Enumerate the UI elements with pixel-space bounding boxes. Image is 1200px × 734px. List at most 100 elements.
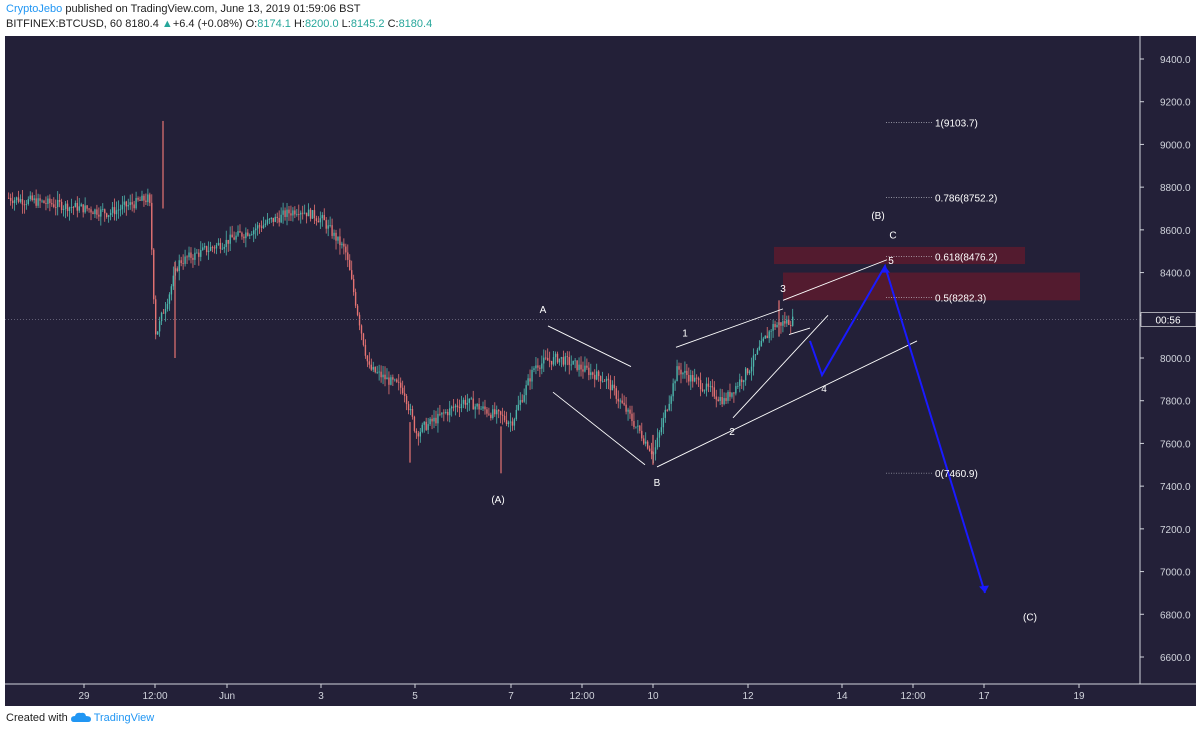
wave-label: 5 xyxy=(888,256,894,267)
candle-body xyxy=(378,371,380,373)
candle-body xyxy=(454,405,457,408)
candle-body xyxy=(35,198,37,206)
candle-body xyxy=(64,203,67,209)
candle-body xyxy=(335,232,337,241)
fib-level-label: 0(7460.9) xyxy=(935,469,978,480)
candle-body xyxy=(498,410,500,412)
candle-body xyxy=(396,379,398,382)
wave-label: 2 xyxy=(729,427,735,438)
candle-body xyxy=(98,214,100,217)
candle-body xyxy=(558,358,561,363)
candle-body xyxy=(792,316,794,326)
candle-body xyxy=(125,201,127,207)
candle-body xyxy=(70,207,73,208)
candle-body xyxy=(462,399,465,404)
candle-body xyxy=(743,380,745,383)
candle-body xyxy=(578,364,580,370)
candle-body xyxy=(654,447,657,454)
candle-body xyxy=(139,199,141,201)
candle-body xyxy=(470,398,472,400)
candle-body xyxy=(233,237,235,240)
author-link[interactable]: CryptoJebo xyxy=(6,3,63,15)
plot-area[interactable] xyxy=(5,36,1140,684)
x-tick-label: 10 xyxy=(647,691,659,702)
candle-body xyxy=(617,398,619,402)
candle-body xyxy=(762,338,764,341)
candle-body xyxy=(53,204,55,207)
candle-body xyxy=(96,209,98,215)
candle-body xyxy=(729,391,731,397)
candle-body xyxy=(155,299,157,335)
x-tick-label: 12 xyxy=(742,691,754,702)
candle-body xyxy=(599,376,602,382)
candle-body xyxy=(427,424,429,430)
candle-body xyxy=(590,372,592,376)
candle-body xyxy=(619,400,621,402)
candle-body xyxy=(394,379,396,381)
y-tick-label: 7800.0 xyxy=(1160,397,1191,408)
symbol-label[interactable]: BITFINEX:BTCUSD, 60 xyxy=(6,18,123,30)
low-label: L: xyxy=(341,18,351,30)
time-axis[interactable] xyxy=(5,684,1196,706)
candle-body xyxy=(253,230,255,235)
candle-body xyxy=(615,388,617,399)
candle-body xyxy=(211,247,214,248)
candle-body xyxy=(650,451,653,455)
candle-body xyxy=(699,380,702,390)
candle-body xyxy=(727,391,729,401)
candle-body xyxy=(415,430,418,434)
created-with-text: Created with xyxy=(6,712,68,724)
candle-body xyxy=(695,377,698,379)
wave-a-channel-upper xyxy=(547,325,632,367)
candle-body xyxy=(496,410,498,415)
candle-body xyxy=(548,360,551,362)
candle-body xyxy=(474,406,476,410)
candle-body xyxy=(672,383,674,397)
candle-body xyxy=(464,399,467,405)
candle-body xyxy=(701,389,704,392)
candle-body xyxy=(354,292,357,306)
candle-body xyxy=(235,235,237,240)
candle-body xyxy=(137,198,139,200)
candle-body xyxy=(117,209,120,211)
fib-level-label: 1(9103.7) xyxy=(935,118,978,129)
candle-body xyxy=(521,400,523,402)
candle-body xyxy=(744,368,747,381)
candle-body xyxy=(229,234,231,244)
candle-body xyxy=(60,201,63,210)
candle-body xyxy=(509,421,512,423)
candle-body xyxy=(186,256,188,258)
fib-level-label: 0.618(8476.2) xyxy=(935,252,997,263)
candle-body xyxy=(135,198,137,209)
candle-body xyxy=(574,360,576,362)
candle-body xyxy=(147,194,149,203)
candle-body xyxy=(492,409,494,418)
candle-body xyxy=(37,198,39,206)
candle-body xyxy=(25,204,28,205)
candle-body xyxy=(268,219,271,220)
candle-body xyxy=(362,333,365,345)
candle-body xyxy=(43,200,45,204)
wave-label: (B) xyxy=(871,211,884,222)
candle-body xyxy=(358,314,361,326)
candle-body xyxy=(429,418,431,425)
price-tag-label: 00:56 xyxy=(1155,315,1180,326)
candle-body xyxy=(313,210,316,219)
x-tick-label: 12:00 xyxy=(142,691,167,702)
candle-body xyxy=(386,377,388,380)
x-tick-label: Jun xyxy=(219,691,235,702)
last-price: 8180.4 xyxy=(125,18,159,30)
tradingview-link[interactable]: TradingView xyxy=(93,712,155,724)
candle-body xyxy=(364,344,367,356)
candle-body xyxy=(562,357,565,365)
candle-body xyxy=(178,260,180,272)
candle-body xyxy=(94,209,96,215)
price-axis[interactable] xyxy=(1140,36,1196,684)
candle-body xyxy=(627,409,629,412)
wave-label: 4 xyxy=(821,384,827,395)
candle-body xyxy=(280,214,282,223)
candle-body xyxy=(196,252,198,254)
price-chart[interactable]: 1(9103.7) 0.786(8752.2) 0.618(8476.2) 0.5(8… xyxy=(0,36,1200,706)
candle-body xyxy=(188,252,190,258)
open-value: 8174.1 xyxy=(257,18,291,30)
